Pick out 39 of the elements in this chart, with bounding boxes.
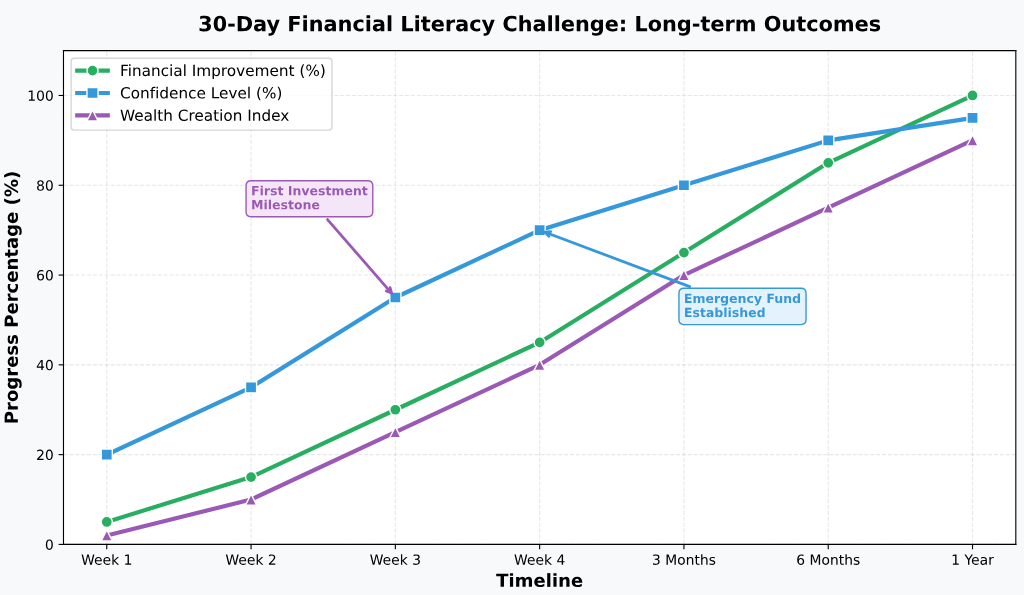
point bbox=[244, 493, 258, 506]
point bbox=[677, 246, 691, 259]
chart-title: 30-Day Financial Literacy Challenge: Long-term Outcomes bbox=[199, 15, 881, 36]
x-tick-label: 6 Months bbox=[797, 554, 860, 565]
y-tick-label: 100 bbox=[28, 90, 53, 101]
y-tick-label: 60 bbox=[37, 270, 53, 281]
y-tick-label: 40 bbox=[36, 359, 53, 371]
point bbox=[821, 134, 835, 147]
point bbox=[244, 381, 258, 394]
x-tick-label: 3 Months bbox=[652, 554, 716, 565]
annotation: First Investment Milestone bbox=[252, 185, 368, 210]
point bbox=[966, 89, 979, 102]
x-axis-title: Timeline bbox=[496, 573, 583, 588]
y-tick-label: 20 bbox=[37, 449, 53, 461]
point bbox=[677, 268, 691, 282]
x-tick-label: Week 3 bbox=[370, 554, 420, 565]
y-tick-label: 80 bbox=[37, 180, 53, 191]
point bbox=[533, 223, 546, 237]
point bbox=[100, 515, 114, 529]
point bbox=[533, 336, 546, 349]
point bbox=[389, 291, 402, 304]
x-tick-label: 1 Year bbox=[952, 554, 994, 565]
y-axis-title: Progress Percentage (%) bbox=[4, 172, 22, 423]
point bbox=[821, 156, 835, 170]
legend-label: Confidence Level (%) bbox=[120, 86, 282, 101]
annotation: Emergency Fund Established bbox=[685, 293, 800, 318]
point bbox=[966, 111, 979, 125]
x-tick-label: Week 4 bbox=[514, 554, 565, 565]
point bbox=[389, 425, 402, 439]
x-tick-label: Week 2 bbox=[225, 554, 276, 565]
point bbox=[677, 179, 691, 192]
point bbox=[100, 448, 114, 461]
legend-label: Financial Improvement (%) bbox=[121, 64, 325, 80]
legend-label: Wealth Creation Index bbox=[120, 109, 289, 121]
y-tick-label: 0 bbox=[45, 539, 53, 550]
point bbox=[533, 358, 546, 372]
point bbox=[821, 201, 835, 214]
x-tick-label: Week 1 bbox=[81, 554, 132, 565]
point bbox=[244, 470, 258, 484]
